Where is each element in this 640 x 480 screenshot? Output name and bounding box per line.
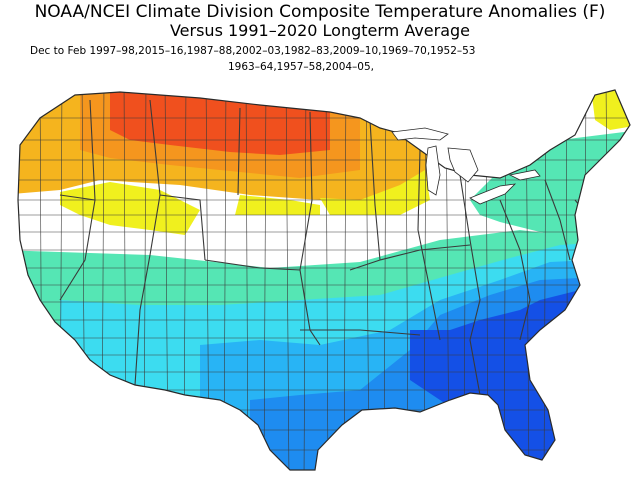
composite-years-line-2: 1963–64,1957–58,2004–05, — [228, 61, 375, 73]
lake-erie — [469, 183, 517, 205]
band-great-lakes-yellow — [320, 170, 430, 215]
lake-michigan — [425, 145, 441, 196]
lake-huron — [447, 147, 479, 183]
map-title: NOAA/NCEI Climate Division Composite Tem… — [34, 2, 606, 22]
lake-ontario — [508, 169, 541, 181]
division-grid-lines — [18, 90, 630, 470]
climate-division-boundaries — [18, 90, 630, 470]
lake-superior — [391, 127, 449, 141]
great-lakes — [391, 127, 541, 205]
composite-years-line-1: Dec to Feb 1997–98,2015–16,1987–88,2002–… — [30, 45, 476, 57]
map-subtitle: Versus 1991–2020 Longterm Average — [169, 21, 471, 40]
state-boundary-lines — [59, 99, 601, 396]
us-climate-division-map — [17, 89, 631, 471]
